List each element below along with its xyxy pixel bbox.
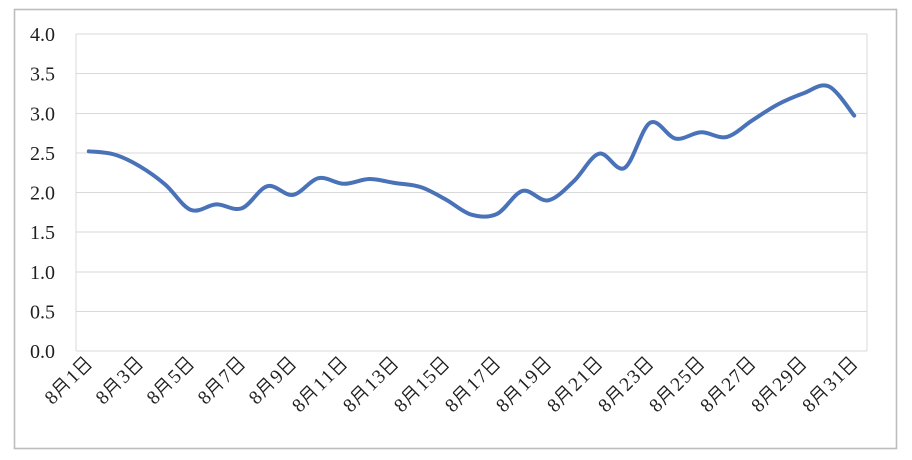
glyph-day	[480, 356, 501, 376]
glyph-day	[531, 356, 552, 376]
glyph-month	[605, 384, 624, 406]
glyph-month	[205, 377, 224, 398]
y-tick-label: 3.0	[30, 103, 55, 125]
glyph-month	[809, 384, 828, 406]
glyph-day	[123, 356, 143, 376]
glyph-day	[276, 356, 297, 376]
glyph-month	[154, 377, 173, 398]
glyph-month	[350, 384, 369, 406]
glyph-day	[684, 356, 705, 376]
y-tick-label: 0.0	[30, 341, 55, 363]
glyph-month	[452, 384, 471, 406]
chart-frame	[13, 8, 898, 450]
gridlines	[75, 33, 868, 352]
glyph-day	[429, 356, 450, 376]
glyph-month	[299, 384, 318, 406]
glyph-day	[786, 356, 807, 376]
y-tick-label: 2.0	[30, 183, 55, 205]
glyph-day	[582, 356, 603, 376]
glyph-month	[503, 384, 522, 406]
glyph-day	[735, 356, 756, 376]
series-line	[86, 83, 857, 219]
glyph-month	[656, 384, 675, 406]
glyph-month	[401, 384, 420, 406]
glyph-month	[758, 384, 777, 406]
glyph-month	[554, 384, 573, 406]
glyph-month	[52, 377, 71, 398]
y-tick-label: 1.5	[30, 222, 55, 244]
glyph-day	[174, 356, 194, 376]
y-tick-label: 0.5	[30, 301, 55, 323]
y-tick-label: 3.5	[30, 64, 55, 86]
glyph-day	[837, 356, 858, 376]
y-tick-label: 1.0	[30, 262, 55, 284]
glyph-day	[378, 356, 399, 376]
glyph-day	[327, 356, 348, 376]
glyph-day	[633, 356, 654, 376]
y-tick-label: 2.5	[30, 143, 55, 165]
glyph-month	[707, 384, 726, 406]
glyph-day	[72, 356, 92, 376]
glyph-month	[256, 377, 275, 398]
y-tick-label: 4.0	[30, 24, 55, 46]
glyph-month	[103, 377, 122, 398]
glyph-day	[225, 356, 246, 376]
y-axis-labels: 4.0 3.5 3.0 2.5 2.0 1.5 1.0 0.5 0.0	[30, 24, 55, 363]
